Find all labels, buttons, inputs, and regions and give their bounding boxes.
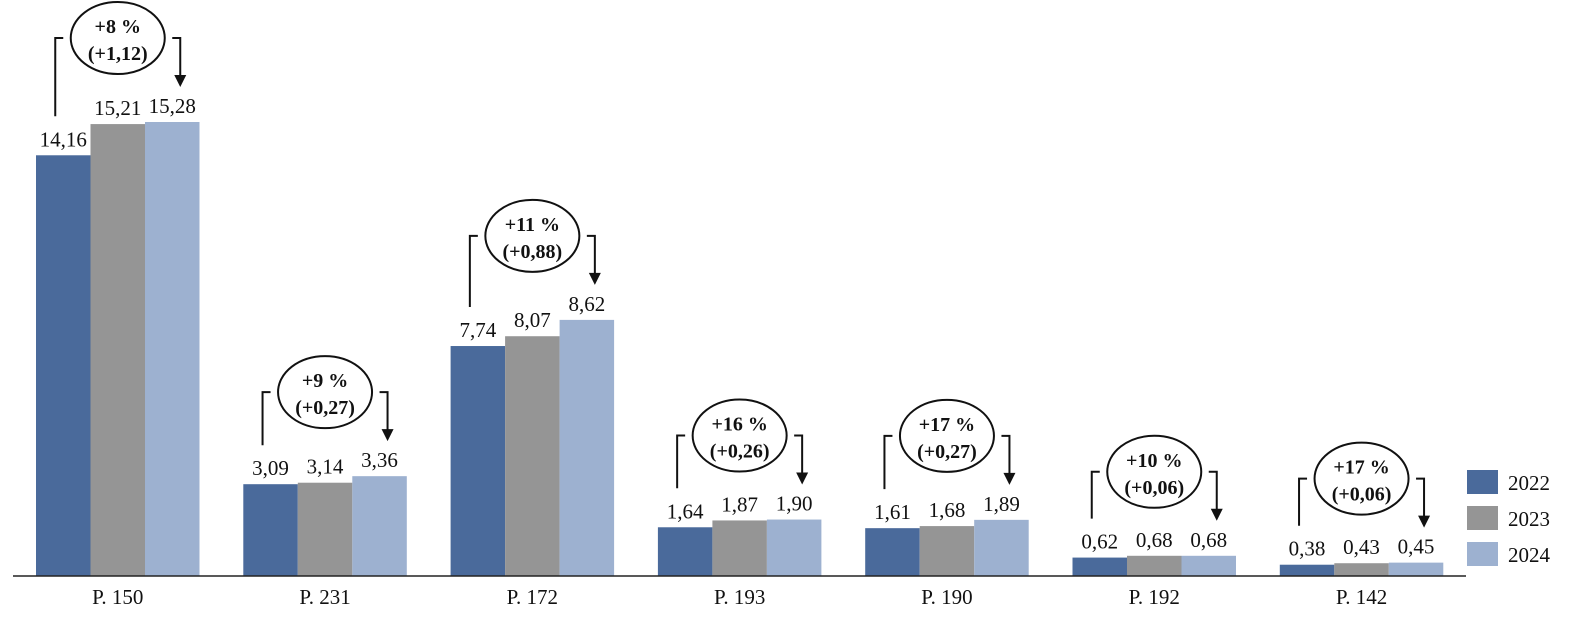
growth-absolute: (+0,26): [710, 441, 770, 463]
growth-percent: +11 %: [505, 214, 560, 236]
legend-label: 2023: [1508, 507, 1550, 531]
arrow-head-icon: [588, 272, 601, 285]
data-label: 15,28: [149, 94, 196, 118]
data-label: 0,62: [1081, 530, 1118, 554]
data-label: 0,68: [1190, 528, 1227, 552]
growth-percent: +10 %: [1126, 450, 1182, 472]
growth-ellipse: [1106, 434, 1203, 509]
growth-absolute: (+0,27): [295, 397, 355, 419]
bar-2023: [90, 124, 145, 577]
data-label: 0,68: [1136, 528, 1173, 552]
bar-2022: [36, 155, 91, 577]
growth-absolute: (+0,06): [1124, 477, 1184, 499]
x-axis: P. 150 P. 231 P. 172 P. 193 P. 190 P. 192 P. 1…: [13, 575, 1466, 609]
bar-2022: [1072, 557, 1127, 576]
data-label: 0,43: [1343, 535, 1380, 559]
data-label: 1,87: [721, 492, 758, 516]
growth-bracket: [468, 234, 596, 308]
bar-2023: [297, 482, 353, 576]
data-label: 8,62: [568, 292, 605, 316]
arrow-head-icon: [1210, 508, 1223, 521]
bar-2023: [505, 336, 560, 576]
bar-2024: [766, 519, 822, 576]
bar-2022: [243, 484, 298, 576]
x-tick-label: P. 192: [1129, 585, 1180, 609]
data-label: 14,16: [40, 127, 87, 151]
bar-2022: [657, 527, 713, 576]
bar-2024: [559, 319, 615, 576]
bars-layer: 14,16 15,21 15,28 3,09 3,14 3,36 7,74 8,07 8,62 1…: [36, 94, 1444, 577]
x-tick-label: P. 231: [299, 585, 350, 609]
arrow-head-icon: [1418, 515, 1431, 528]
legend: 2022 2023 2024: [1467, 470, 1551, 567]
bar-2024: [1181, 555, 1236, 576]
growth-absolute: (+0,88): [502, 241, 562, 263]
bar-2024: [974, 519, 1029, 576]
growth-percent: +17 %: [1333, 457, 1389, 479]
arrow-head-icon: [1003, 472, 1016, 485]
growth-absolute: (+1,12): [88, 43, 148, 65]
data-label: 1,64: [667, 499, 704, 523]
data-label: 7,74: [459, 318, 496, 342]
growth-ellipse: [277, 355, 374, 430]
data-label: 8,07: [514, 308, 551, 332]
data-label: 3,14: [307, 455, 344, 479]
arrow-head-icon: [796, 472, 809, 485]
bar-2022: [450, 346, 506, 576]
x-tick-label: P. 150: [92, 585, 143, 609]
bar-2023: [1334, 563, 1389, 576]
growth-ellipse: [1313, 441, 1410, 516]
growth-percent: +9 %: [302, 370, 348, 392]
annotations-layer: +8 % (+1,12) +9 % (+0,27) +11 % (+0,88) +16 % (…: [54, 1, 1431, 528]
growth-bracket: [54, 37, 182, 117]
arrow-head-icon: [381, 429, 394, 442]
data-label: 1,89: [983, 492, 1020, 516]
growth-ellipse: [898, 398, 995, 473]
growth-ellipse: [691, 398, 788, 473]
growth-absolute: (+0,27): [917, 441, 977, 463]
bar-2024: [352, 476, 407, 576]
growth-bracket: [1090, 470, 1218, 519]
growth-absolute: (+0,06): [1332, 484, 1392, 506]
data-label: 3,36: [361, 448, 398, 472]
bar-2024: [1388, 562, 1444, 576]
legend-swatch: [1467, 506, 1498, 530]
growth-ellipse: [69, 1, 166, 75]
data-label: 0,38: [1289, 537, 1326, 561]
data-label: 1,68: [929, 498, 966, 522]
growth-bracket: [1298, 477, 1426, 526]
growth-ellipse: [484, 198, 581, 273]
bar-2022: [1279, 564, 1335, 576]
bar-2023: [712, 520, 767, 576]
x-tick-label: P. 190: [921, 585, 972, 609]
data-label: 3,09: [252, 456, 289, 480]
data-label: 1,61: [874, 500, 911, 524]
growth-bracket: [676, 434, 804, 489]
arrow-head-icon: [174, 75, 187, 87]
legend-label: 2022: [1508, 471, 1550, 495]
bar-2023: [1127, 555, 1182, 576]
legend-swatch: [1467, 470, 1498, 494]
growth-percent: +17 %: [919, 414, 975, 436]
x-tick-label: P. 172: [507, 585, 558, 609]
x-tick-label: P. 142: [1336, 585, 1387, 609]
x-tick-label: P. 193: [714, 585, 765, 609]
bar-2023: [919, 526, 975, 576]
growth-bracket: [883, 434, 1011, 490]
legend-swatch: [1467, 542, 1498, 566]
growth-percent: +8 %: [95, 16, 141, 38]
data-label: 15,21: [94, 96, 141, 120]
data-label: 1,90: [776, 492, 813, 516]
growth-bracket: [261, 391, 389, 446]
data-label: 0,45: [1398, 535, 1435, 559]
legend-label: 2024: [1508, 543, 1551, 567]
growth-percent: +16 %: [711, 414, 767, 436]
bar-2022: [865, 528, 920, 576]
bar-2024: [145, 122, 200, 576]
